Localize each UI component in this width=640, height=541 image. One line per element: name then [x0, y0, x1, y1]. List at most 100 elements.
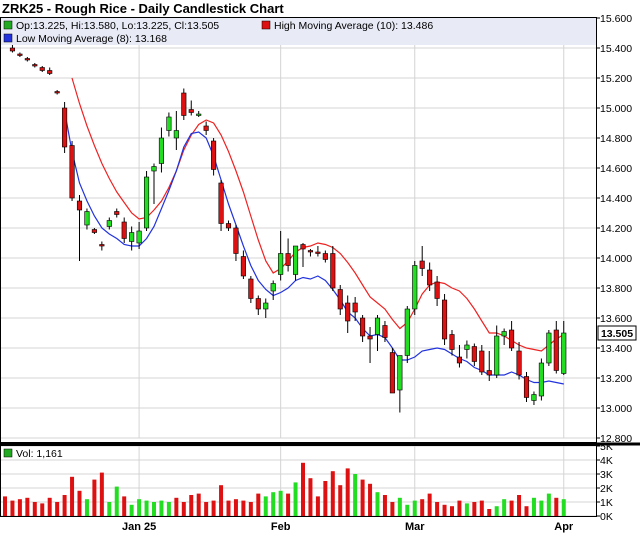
candle: [173, 111, 179, 150]
candle: [263, 298, 269, 318]
candle: [9, 45, 15, 53]
candle-body: [464, 344, 470, 350]
candle-body: [166, 116, 172, 131]
candle-body: [374, 317, 381, 335]
volume-bar: [330, 471, 335, 516]
price-tick-label: 15.600: [600, 13, 632, 25]
candle-body: [322, 253, 328, 260]
volume-bar: [226, 500, 231, 516]
date-axis: Jan 25 Feb Mar Apr: [122, 521, 574, 533]
volume-bar: [166, 502, 171, 516]
candle: [278, 231, 284, 281]
volume-bar: [189, 495, 194, 516]
price-tick-label: 12.800: [600, 433, 632, 445]
candle-body: [225, 223, 232, 229]
candle-body: [91, 229, 97, 233]
candle: [538, 358, 544, 401]
candle: [315, 246, 321, 257]
volume-bars: [3, 462, 566, 516]
candle: [374, 315, 381, 351]
candle-body: [106, 220, 112, 227]
candle: [434, 276, 440, 306]
date-tick-label: Feb: [271, 521, 291, 533]
volume-bar: [420, 499, 425, 516]
candle-body: [419, 260, 425, 269]
volume-bar: [315, 496, 320, 516]
volume-bar: [77, 490, 82, 516]
volume-bar: [390, 502, 395, 516]
candle: [494, 325, 500, 378]
candle: [561, 321, 567, 375]
candle: [151, 163, 157, 204]
volume-tick-label: 5K: [600, 441, 613, 453]
candle: [553, 321, 559, 374]
volume-tick-label: 3K: [600, 469, 613, 481]
volume-panel-frame: [0, 445, 597, 517]
volume-bar: [435, 502, 440, 516]
candle-body: [538, 362, 544, 397]
candle: [427, 262, 433, 291]
candle-body: [404, 308, 410, 356]
candle: [300, 243, 306, 267]
volume-bar: [241, 500, 246, 516]
candle: [456, 345, 463, 368]
candle-body: [240, 256, 246, 277]
volume-tick-label: 4K: [600, 455, 613, 467]
price-gridlines: [1, 17, 596, 439]
candle-body: [531, 394, 537, 401]
volume-bar: [502, 499, 507, 516]
volume-bar: [539, 500, 544, 516]
candle: [129, 226, 135, 251]
candle: [531, 391, 537, 405]
volume-bar: [152, 502, 156, 516]
volume-bar: [137, 499, 142, 516]
candle: [248, 276, 254, 303]
candle-body: [196, 113, 202, 116]
volume-bar: [122, 496, 127, 516]
ohlc-label: Op:13.225, Hi:13.580, Lo:13.225, Cl:13.5…: [16, 20, 219, 32]
price-panel-frame: [0, 17, 597, 443]
candle-body: [397, 355, 403, 391]
candle: [196, 111, 202, 117]
candle-body: [9, 47, 15, 52]
volume-bar: [338, 485, 343, 516]
candle: [166, 112, 172, 137]
volume-bar: [397, 497, 402, 516]
candle: [382, 321, 388, 342]
volume-bar: [55, 502, 60, 516]
price-tick-label: 14.600: [600, 163, 632, 175]
volume-bar: [47, 497, 52, 516]
candle-body: [47, 70, 53, 74]
candle-body: [211, 140, 217, 170]
volume-bar: [464, 503, 469, 516]
candle-body: [360, 317, 366, 337]
volume-bar: [211, 500, 216, 516]
candle-body: [99, 244, 105, 247]
candle-body: [84, 211, 90, 226]
candle-body: [292, 245, 299, 275]
last-price-tag: 13.505: [597, 325, 637, 341]
date-tick-label: Mar: [405, 521, 425, 533]
volume-bar: [10, 500, 15, 516]
candle: [114, 208, 120, 218]
candle: [389, 348, 395, 394]
volume-bar: [450, 506, 454, 516]
candle-body: [337, 289, 343, 310]
volume-bar: [92, 479, 97, 516]
candle-body: [523, 376, 530, 398]
candle-body: [486, 370, 492, 376]
candle: [412, 261, 418, 315]
candle: [471, 343, 477, 366]
price-tick-label: 13.800: [600, 283, 632, 295]
volume-tick-label: 1K: [600, 497, 613, 509]
candle: [240, 250, 246, 279]
candle-body: [24, 58, 30, 61]
candle: [330, 246, 336, 291]
candle-body: [494, 335, 500, 376]
ma-high-line: [71, 77, 565, 352]
candle: [270, 280, 276, 300]
candle: [464, 340, 470, 359]
candle-body: [69, 145, 75, 199]
ohlc-swatch: [3, 20, 13, 30]
